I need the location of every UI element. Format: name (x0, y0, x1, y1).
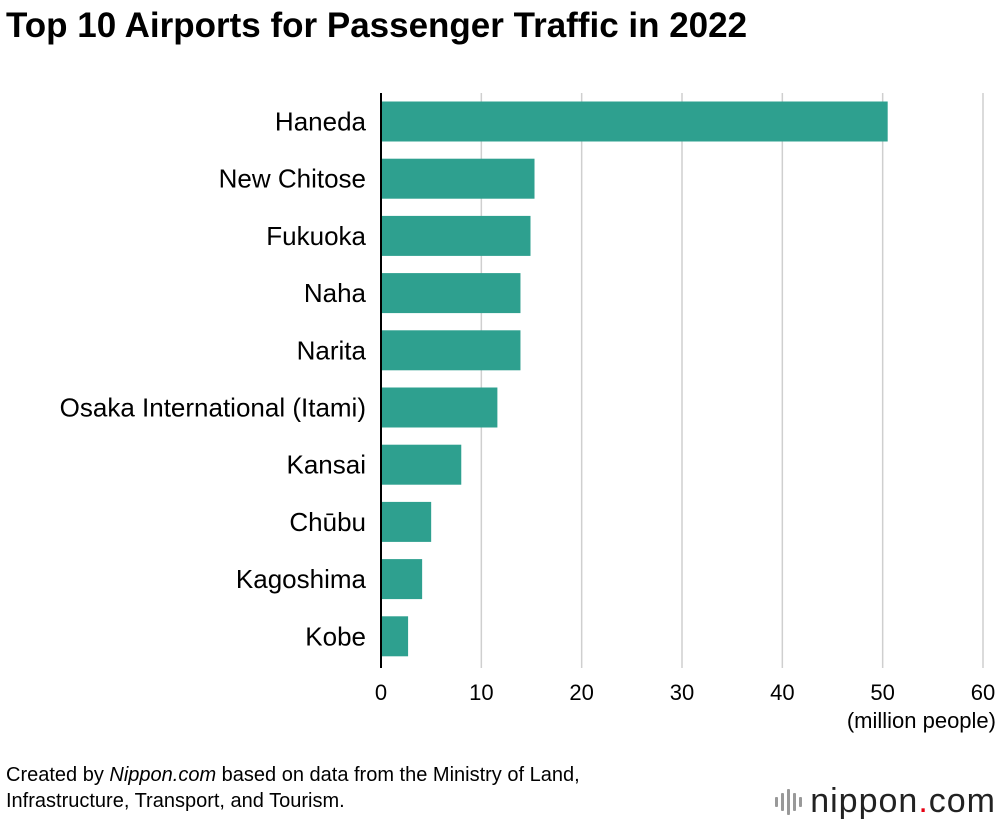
bar (381, 387, 498, 428)
x-tick-label: 40 (770, 680, 794, 705)
category-label: Haneda (275, 107, 367, 137)
chart-title: Top 10 Airports for Passenger Traffic in… (6, 6, 748, 45)
grid-lines (480, 93, 984, 668)
x-tick-label: 50 (870, 680, 894, 705)
source-suffix: based on data from the Ministry of Land, (216, 764, 580, 786)
x-tick-label: 20 (569, 680, 593, 705)
bar (381, 158, 535, 199)
bar (381, 444, 462, 485)
x-tick-label: 0 (375, 680, 387, 705)
bars (381, 101, 888, 657)
bar (381, 616, 409, 657)
category-labels: Haneda New Chitose Fukuoka Naha Narita Osaka … (60, 107, 367, 652)
bar (381, 101, 888, 142)
brand-logo: nippon. com (775, 782, 996, 821)
nippon-logo-bars-icon (775, 788, 803, 815)
x-tick-label: 30 (670, 680, 694, 705)
brand-name: nippon (810, 782, 919, 820)
bar (381, 215, 531, 256)
category-label: Chūbu (289, 507, 366, 537)
brand-dot: . (918, 782, 929, 820)
category-label: Osaka International (Itami) (60, 393, 366, 423)
source-note: Created by Nippon.com based on data from… (6, 762, 746, 814)
category-label: New Chitose (219, 164, 366, 194)
category-label: Fukuoka (266, 221, 366, 251)
category-label: Naha (304, 278, 367, 308)
bar (381, 501, 432, 542)
category-label: Kagoshima (236, 564, 367, 594)
bar (381, 273, 521, 314)
source-name: Nippon.com (109, 764, 217, 786)
brand-suffix: com (928, 782, 996, 820)
category-label: Kansai (287, 450, 367, 480)
bar (381, 330, 521, 371)
x-tick-label: 10 (469, 680, 493, 705)
x-tick-labels: 0 10 20 30 40 50 60 (375, 680, 995, 705)
x-axis-label: (million people) (847, 708, 996, 733)
source-prefix: Created by (6, 764, 110, 786)
source-line-2: Infrastructure, Transport, and Tourism. (6, 790, 345, 812)
x-tick-label: 60 (971, 680, 995, 705)
bar (381, 559, 423, 600)
category-label: Kobe (305, 621, 366, 651)
category-label: Narita (297, 335, 367, 365)
